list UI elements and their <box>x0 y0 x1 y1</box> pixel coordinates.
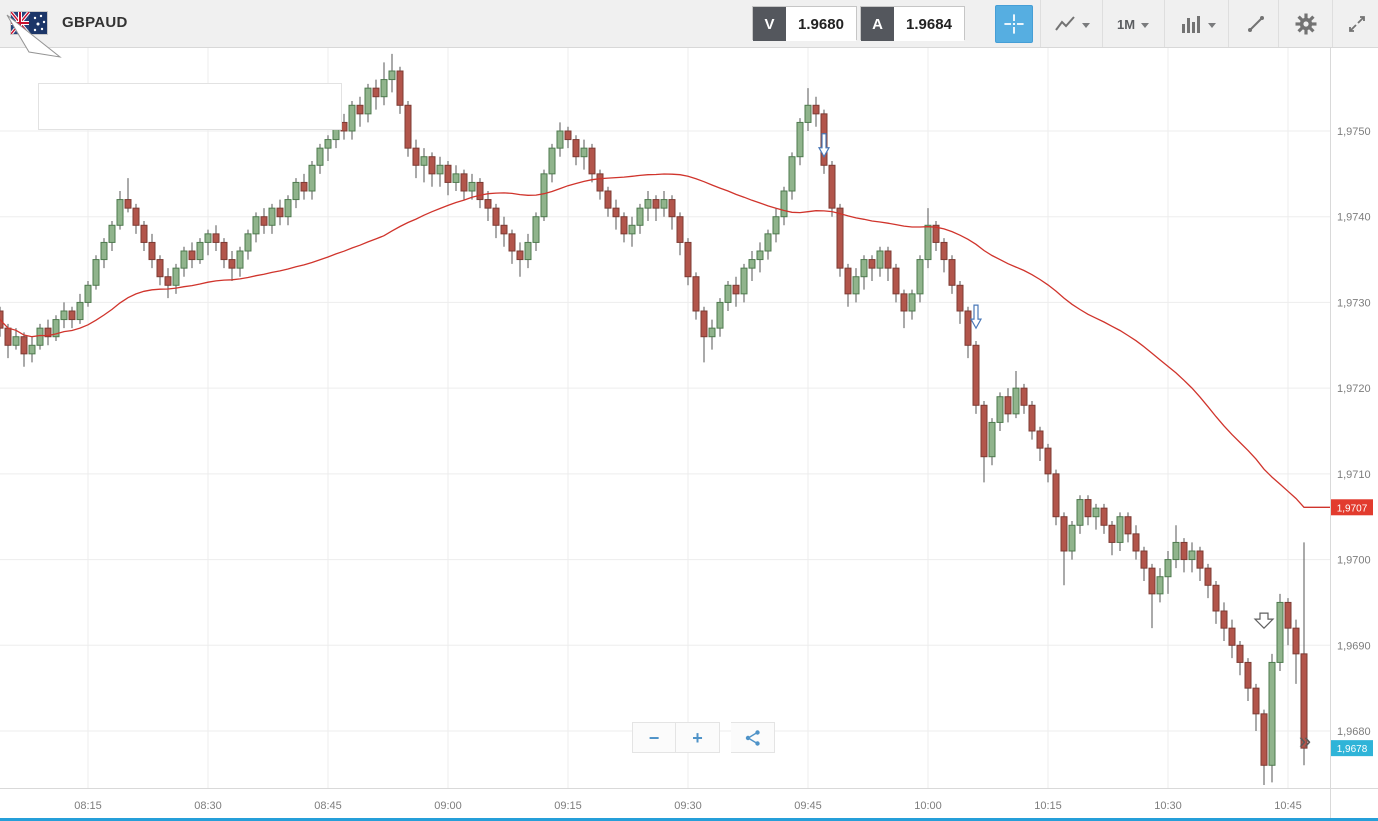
chevron-down-icon <box>1082 22 1090 28</box>
indicators-dropdown[interactable] <box>1172 5 1224 43</box>
zoom-out-button[interactable]: − <box>632 722 676 753</box>
trade-widget: V 1.9680 A 1.9684 <box>752 6 968 41</box>
toolbar: GBPAUD V 1.9680 A 1.9684 1M <box>0 0 1378 48</box>
moving-average-line <box>0 173 1330 508</box>
buy-price[interactable]: 1.9684 <box>894 7 964 41</box>
svg-text:1,9710: 1,9710 <box>1337 469 1371 481</box>
histogram-icon <box>1182 16 1200 33</box>
sell-arrow-marker <box>1253 612 1275 629</box>
info-box <box>38 83 342 130</box>
buy-button[interactable]: A <box>861 7 894 41</box>
svg-text:09:45: 09:45 <box>794 800 822 812</box>
svg-text:08:15: 08:15 <box>74 800 102 812</box>
svg-text:1,9700: 1,9700 <box>1337 555 1371 567</box>
share-button[interactable] <box>731 722 775 753</box>
chevron-down-icon <box>1141 22 1150 28</box>
toolbar-divider <box>1164 0 1165 47</box>
svg-text:08:45: 08:45 <box>314 800 342 812</box>
svg-text:09:00: 09:00 <box>434 800 462 812</box>
bottom-accent-bar <box>0 818 1378 821</box>
crosshair-icon <box>1004 14 1024 34</box>
chevron-down-icon <box>1208 22 1216 28</box>
svg-text:10:45: 10:45 <box>1274 800 1302 812</box>
svg-text:1,9720: 1,9720 <box>1337 383 1371 395</box>
zoom-controls: − + <box>632 722 775 753</box>
zoom-in-button[interactable]: + <box>676 722 720 753</box>
chart-type-dropdown[interactable] <box>1048 5 1096 43</box>
share-icon <box>745 729 760 746</box>
collapse-arrows-icon <box>1349 16 1365 32</box>
svg-text:1,9730: 1,9730 <box>1337 297 1371 309</box>
svg-text:1,9680: 1,9680 <box>1337 726 1371 738</box>
draw-tools-button[interactable] <box>1238 5 1274 43</box>
line-chart-icon <box>1055 16 1075 31</box>
ma-value-badge: 1,9707 <box>1331 499 1373 516</box>
gbpaud-flag-icon <box>10 11 48 35</box>
svg-text:10:00: 10:00 <box>914 800 942 812</box>
symbol-title: GBPAUD <box>62 14 128 31</box>
gear-icon <box>1295 13 1317 35</box>
gridlines <box>0 47 1330 788</box>
svg-text:08:30: 08:30 <box>194 800 222 812</box>
sell-button[interactable]: V <box>753 7 786 41</box>
buy-quote: A 1.9684 <box>860 6 965 41</box>
trendline-icon <box>1248 16 1264 32</box>
timeframe-dropdown[interactable]: 1M <box>1108 5 1158 43</box>
toolbar-divider <box>1278 0 1279 47</box>
svg-text:09:30: 09:30 <box>674 800 702 812</box>
toolbar-divider <box>1040 0 1041 47</box>
svg-text:10:30: 10:30 <box>1154 800 1182 812</box>
sell-arrow-marker <box>817 133 831 158</box>
svg-text:1,9690: 1,9690 <box>1337 640 1371 652</box>
toolbar-divider <box>1102 0 1103 47</box>
crosshair-tool-button[interactable] <box>995 5 1033 43</box>
svg-text:10:15: 10:15 <box>1034 800 1062 812</box>
time-axis-labels: 08:15 08:30 08:45 09:00 09:15 09:30 09:45 10:00… <box>74 800 1302 812</box>
svg-text:1,9707: 1,9707 <box>1337 503 1368 514</box>
sell-price[interactable]: 1.9680 <box>786 7 856 41</box>
collapse-chart-button[interactable] <box>1340 5 1374 43</box>
sell-arrow-marker <box>969 304 983 330</box>
toolbar-divider <box>1332 0 1333 47</box>
trade-markers <box>817 133 1275 629</box>
timeframe-label: 1M <box>1116 16 1136 32</box>
toolbar-divider <box>1228 0 1229 47</box>
price-axis-labels: 1,9750 1,9740 1,9730 1,9720 1,9710 1,9700 1,96… <box>1337 126 1371 738</box>
candles <box>0 53 1308 785</box>
svg-text:1,9740: 1,9740 <box>1337 212 1371 224</box>
current-price-badge: 1,9678 <box>1331 740 1373 757</box>
sell-quote: V 1.9680 <box>752 6 857 41</box>
svg-text:1,9750: 1,9750 <box>1337 126 1371 138</box>
svg-text:1,9678: 1,9678 <box>1337 744 1368 755</box>
settings-button[interactable] <box>1286 5 1326 43</box>
svg-text:09:15: 09:15 <box>554 800 582 812</box>
price-chart[interactable]: 1,9750 1,9740 1,9730 1,9720 1,9710 1,9700 1,96… <box>0 47 1378 821</box>
scroll-to-latest-button[interactable]: » <box>1288 724 1322 758</box>
